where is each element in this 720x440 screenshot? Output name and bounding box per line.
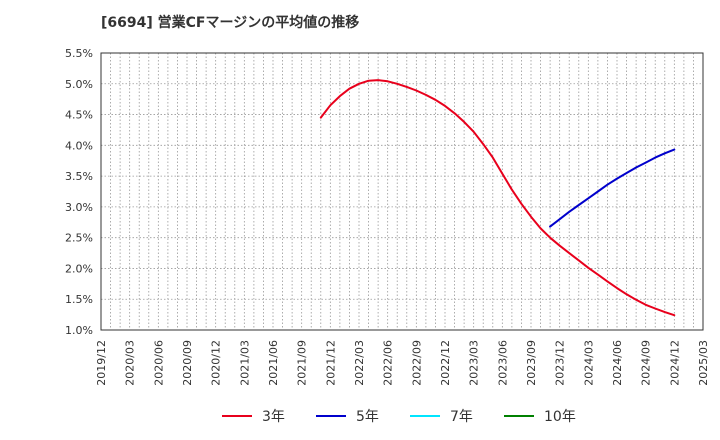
y-tick-label: 3.5% bbox=[65, 170, 93, 183]
y-tick-label: 4.5% bbox=[65, 109, 93, 122]
x-tick-label: 2021/06 bbox=[267, 340, 280, 386]
x-tick-label: 2023/09 bbox=[525, 340, 538, 386]
legend-swatch bbox=[316, 415, 346, 417]
legend-item: 10年 bbox=[504, 405, 576, 427]
x-tick-label: 2024/12 bbox=[668, 340, 681, 386]
legend-swatch bbox=[222, 415, 252, 417]
legend-label: 7年 bbox=[450, 409, 473, 425]
x-tick-label: 2022/12 bbox=[439, 340, 452, 386]
x-tick-label: 2022/03 bbox=[353, 340, 366, 386]
y-tick-label: 3.0% bbox=[65, 201, 93, 214]
x-tick-label: 2022/09 bbox=[410, 340, 423, 386]
x-tick-label: 2025/03 bbox=[697, 340, 710, 386]
x-tick-label: 2024/03 bbox=[582, 340, 595, 386]
legend: 3年 5年 7年 10年 bbox=[0, 405, 720, 427]
x-tick-label: 2024/06 bbox=[611, 340, 624, 386]
x-tick-label: 2019/12 bbox=[95, 340, 108, 386]
legend-label: 10年 bbox=[544, 409, 576, 425]
y-tick-label: 1.5% bbox=[65, 293, 93, 306]
y-tick-label: 2.0% bbox=[65, 262, 93, 275]
y-tick-label: 5.0% bbox=[65, 78, 93, 91]
legend-item: 3年 bbox=[222, 405, 285, 427]
legend-item: 7年 bbox=[410, 405, 473, 427]
plot-frame bbox=[100, 52, 704, 331]
plot-area bbox=[101, 53, 703, 330]
y-tick-label: 5.5% bbox=[65, 47, 93, 60]
x-tick-label: 2020/09 bbox=[181, 340, 194, 386]
legend-swatch bbox=[504, 415, 534, 417]
legend-swatch bbox=[410, 415, 440, 417]
x-tick-label: 2022/06 bbox=[382, 340, 395, 386]
x-tick-label: 2020/03 bbox=[124, 340, 137, 386]
x-tick-label: 2020/12 bbox=[210, 340, 223, 386]
series-line-1 bbox=[319, 79, 676, 317]
y-tick-label: 1.0% bbox=[65, 324, 93, 337]
x-tick-label: 2023/12 bbox=[554, 340, 567, 386]
legend-label: 5年 bbox=[356, 409, 379, 425]
x-tick-label: 2023/06 bbox=[496, 340, 509, 386]
series-line-2 bbox=[549, 148, 676, 228]
x-tick-label: 2023/03 bbox=[468, 340, 481, 386]
x-tick-label: 2024/09 bbox=[640, 340, 653, 386]
chart-title: [6694] 営業CFマージンの平均値の推移 bbox=[101, 15, 360, 31]
y-tick-label: 2.5% bbox=[65, 232, 93, 245]
x-tick-label: 2021/12 bbox=[324, 340, 337, 386]
x-tick-label: 2021/03 bbox=[238, 340, 251, 386]
legend-item: 5年 bbox=[316, 405, 379, 427]
x-tick-label: 2020/06 bbox=[152, 340, 165, 386]
legend-label: 3年 bbox=[262, 409, 285, 425]
x-tick-label: 2021/09 bbox=[296, 340, 309, 386]
y-tick-label: 4.0% bbox=[65, 139, 93, 152]
